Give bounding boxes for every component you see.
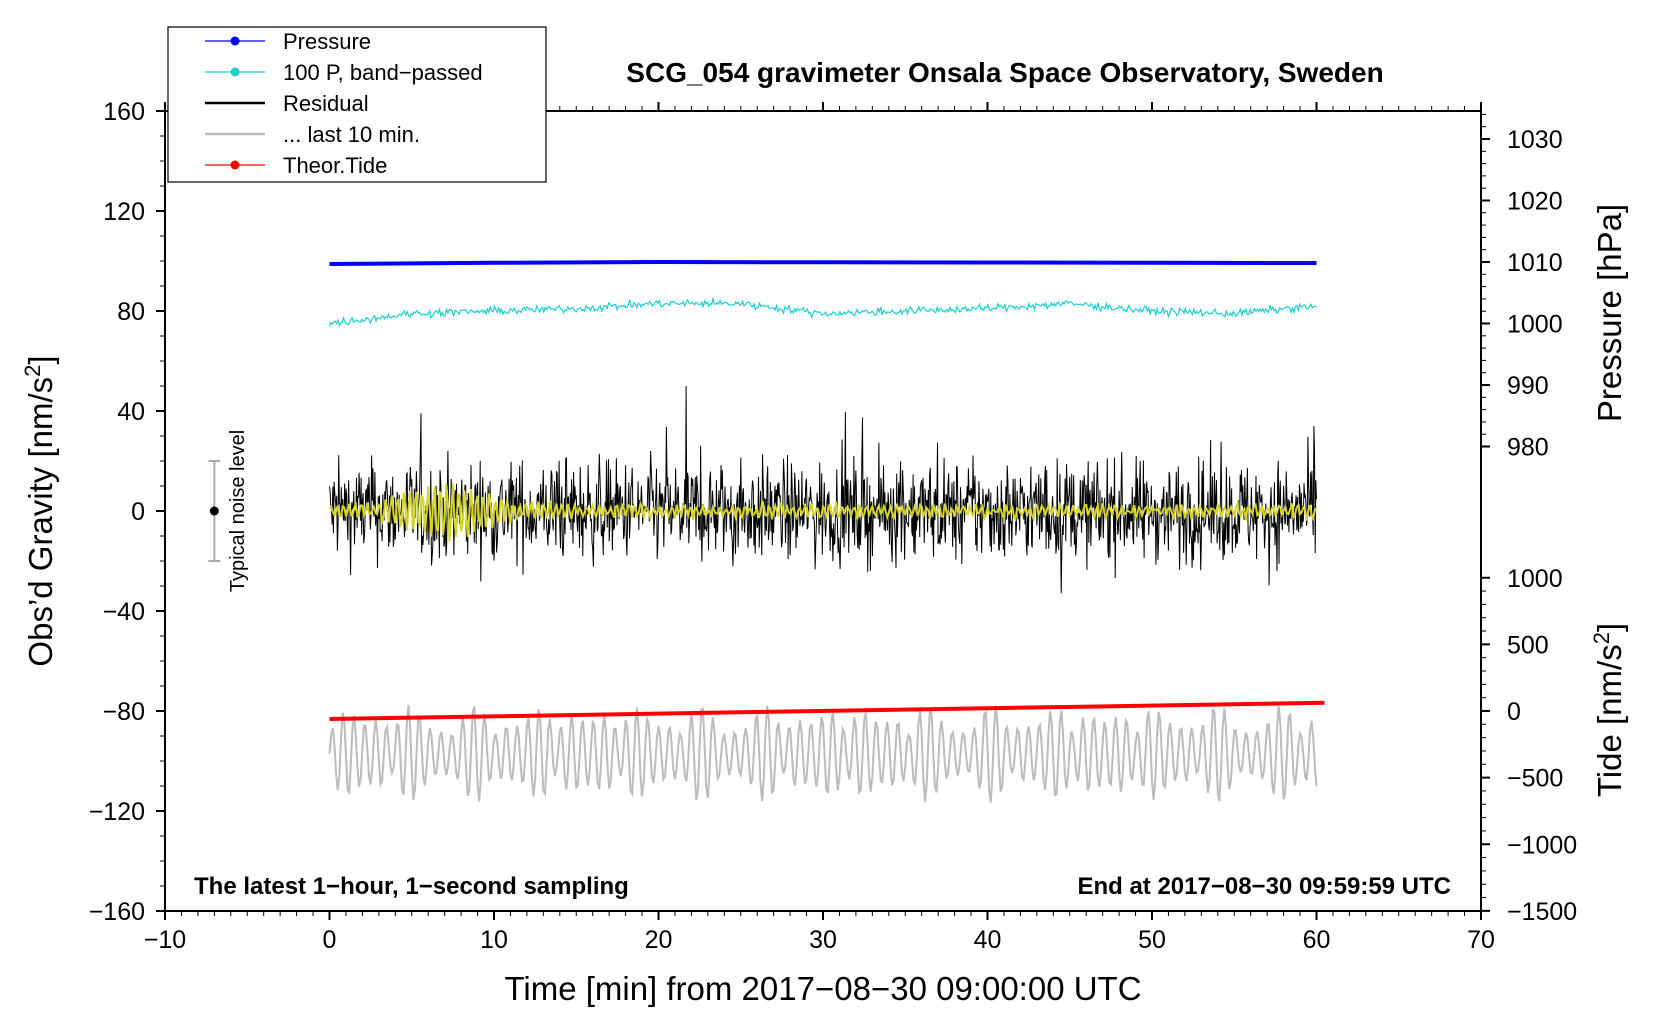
noise-level-label: Typical noise level xyxy=(227,430,249,592)
x-tick-label: 30 xyxy=(809,926,837,954)
x-tick-label: 60 xyxy=(1303,926,1331,954)
legend-entries: Pressure 100 P, band−passed Residual ... la… xyxy=(205,29,483,178)
pressure-tick-label: 990 xyxy=(1507,372,1549,400)
legend-label: ... last 10 min. xyxy=(283,122,420,147)
x-tick-label: −10 xyxy=(144,926,186,954)
series-layer xyxy=(328,259,1325,803)
pressure-tick-label: 980 xyxy=(1507,434,1549,462)
x-tick-label: 40 xyxy=(974,926,1002,954)
legend-marker xyxy=(230,160,240,170)
pressure-tick-label: 1000 xyxy=(1507,311,1563,339)
y-tick-label: 40 xyxy=(117,398,145,426)
noise-bar-point xyxy=(209,506,219,516)
series-last-10-min xyxy=(328,704,1318,803)
tide-tick-label: −1000 xyxy=(1507,831,1577,859)
series-residual-smoothed xyxy=(328,483,1318,542)
legend-marker xyxy=(230,67,240,77)
annotation-end-time: End at 2017−08−30 09:59:59 UTC xyxy=(1077,873,1451,900)
x-axis-title: Time [min] from 2017−08−30 09:00:00 UTC xyxy=(504,970,1141,1007)
series-pressure xyxy=(329,259,1317,266)
y-tick-label: −160 xyxy=(89,898,145,926)
y-tick-label: 0 xyxy=(131,498,145,526)
tide-tick-label: 0 xyxy=(1507,698,1521,726)
legend-box xyxy=(167,26,547,183)
axis-layer: −10 0 10 20 30 40 50 60 70−160−120−80−4004080120… xyxy=(89,98,1578,954)
legend: Pressure 100 P, band−passed Residual ... la… xyxy=(167,26,547,183)
x-tick-label: 0 xyxy=(323,926,337,954)
tide-tick-label: 1000 xyxy=(1507,565,1563,593)
y-tick-label: −80 xyxy=(103,698,145,726)
y-tick-label: 80 xyxy=(117,298,145,326)
y-tick-label: −40 xyxy=(103,598,145,626)
x-tick-label: 10 xyxy=(480,926,508,954)
tide-tick-label: −1500 xyxy=(1507,898,1577,926)
pressure-tick-label: 1010 xyxy=(1507,249,1563,277)
y-tick-label: −120 xyxy=(89,798,145,826)
y-axis-title-left: Obs’d Gravity [nm/s2] xyxy=(20,355,59,666)
y-tick-label: 120 xyxy=(103,198,145,226)
pressure-tick-label: 1020 xyxy=(1507,188,1563,216)
pressure-tick-label: 1030 xyxy=(1507,126,1563,154)
y-axis-title-pressure: Pressure [hPa] xyxy=(1591,204,1628,422)
chart-title: SCG_054 gravimeter Onsala Space Observat… xyxy=(626,57,1383,88)
annotation-sampling: The latest 1−hour, 1−second sampling xyxy=(194,873,629,900)
series-theor-tide xyxy=(329,700,1325,721)
legend-label: Theor.Tide xyxy=(283,153,387,178)
noise-level-bar xyxy=(208,460,221,562)
legend-label: Pressure xyxy=(283,29,371,54)
x-tick-label: 70 xyxy=(1467,926,1495,954)
y-tick-label: 160 xyxy=(103,98,145,126)
y-axis-title-tide: Tide [nm/s2] xyxy=(1589,623,1628,797)
x-tick-label: 20 xyxy=(645,926,673,954)
tide-tick-label: −500 xyxy=(1507,765,1563,793)
legend-label: Residual xyxy=(283,91,369,116)
legend-label: 100 P, band−passed xyxy=(283,60,483,85)
tide-tick-label: 500 xyxy=(1507,631,1549,659)
x-tick-label: 50 xyxy=(1138,926,1166,954)
series-residual xyxy=(329,385,1317,594)
legend-marker xyxy=(230,36,240,46)
series-pressure-bandpassed xyxy=(328,296,1317,327)
